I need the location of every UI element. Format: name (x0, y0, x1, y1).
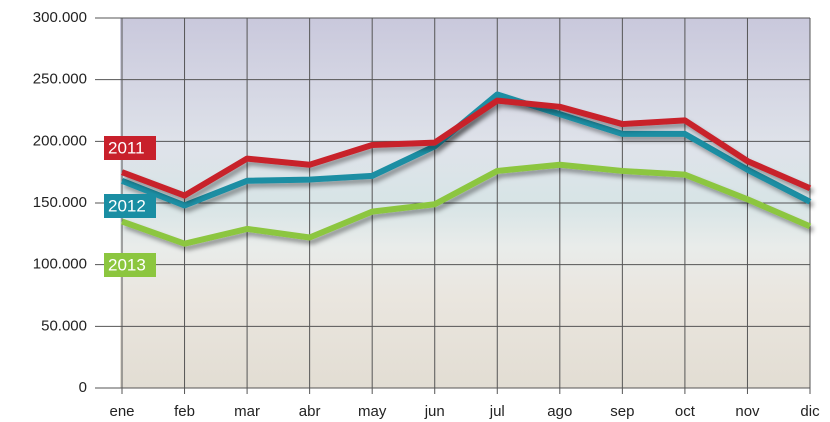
x-tick-label: jun (424, 403, 445, 420)
x-tick-label: abr (299, 403, 321, 420)
legend-label: 2012 (108, 196, 146, 215)
x-tick-label: mar (234, 403, 260, 420)
y-tick-label: 300.000 (33, 9, 87, 26)
chart: 0 50.000 100.000 150.000 200.000 250.000 300.0… (0, 0, 830, 422)
x-tick-label: feb (174, 403, 195, 420)
legend-label: 2013 (108, 255, 146, 274)
x-tick-label: dic (800, 403, 820, 420)
legend-entry: 2012 (104, 194, 156, 218)
legend-entry: 2011 (104, 136, 156, 160)
x-tick-label: nov (735, 403, 760, 420)
page: 0 50.000 100.000 150.000 200.000 250.000 300.0… (0, 0, 830, 422)
x-tick-label: ago (547, 403, 572, 420)
y-tick-label: 50.000 (41, 317, 87, 334)
x-tick-label: jul (489, 403, 505, 420)
legend-entry: 2013 (104, 253, 156, 277)
x-tick-label: oct (675, 403, 696, 420)
x-tick-label: ene (109, 403, 134, 420)
y-tick-label: 0 (79, 379, 87, 396)
y-tick-label: 200.000 (33, 132, 87, 149)
y-tick-label: 250.000 (33, 71, 87, 88)
legend-label: 2011 (108, 138, 145, 157)
x-tick-label: may (358, 403, 387, 420)
y-tick-label: 100.000 (33, 256, 87, 273)
x-tick-label: sep (610, 403, 634, 420)
y-tick-label: 150.000 (33, 194, 87, 211)
